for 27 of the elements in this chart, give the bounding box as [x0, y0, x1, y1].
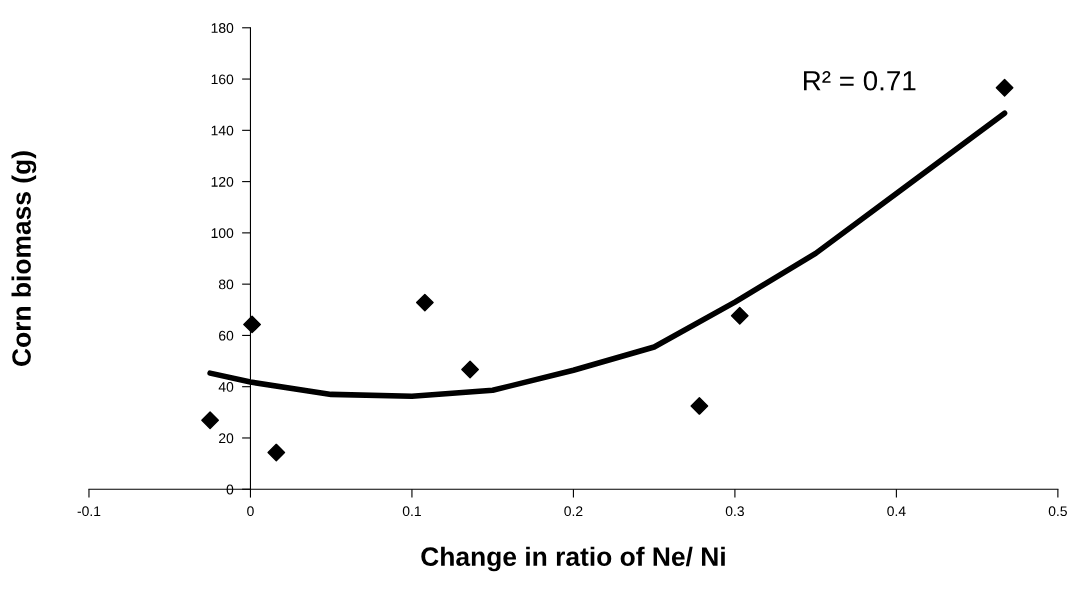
x-tick-label: 0.2: [564, 506, 583, 517]
y-tick-label: 120: [211, 176, 234, 187]
point: [690, 397, 709, 415]
y-tick-label: 60: [219, 330, 234, 341]
point: [461, 360, 479, 379]
point: [995, 78, 1014, 97]
x-tick-label: 0.1: [402, 506, 421, 517]
y-axis-title: Corn biomass (g): [11, 151, 37, 366]
y-tick-label: 80: [218, 279, 234, 290]
annotation: R² = 0.71: [804, 70, 916, 91]
point: [415, 293, 434, 312]
x-tick-label: 0.5: [1048, 506, 1067, 517]
point: [201, 411, 219, 430]
point: [267, 443, 286, 462]
y-tick-label: 180: [211, 23, 234, 33]
x-tick-label: 0.3: [725, 506, 744, 517]
x-tick-label: 0.4: [887, 506, 906, 517]
point: [243, 315, 261, 334]
y-tick-label: 40: [218, 382, 234, 392]
x-tick-label: 0: [247, 506, 254, 517]
y-tick-label: 140: [211, 125, 234, 136]
point: [730, 306, 749, 325]
y-tick-label: 160: [211, 74, 234, 85]
x-axis-title: Change in ratio of Ne/ Ni: [421, 546, 725, 572]
x-tick-label: -0.1: [77, 506, 101, 517]
y-tick-label: 100: [211, 228, 234, 239]
y-tick-label: 20: [219, 433, 234, 444]
